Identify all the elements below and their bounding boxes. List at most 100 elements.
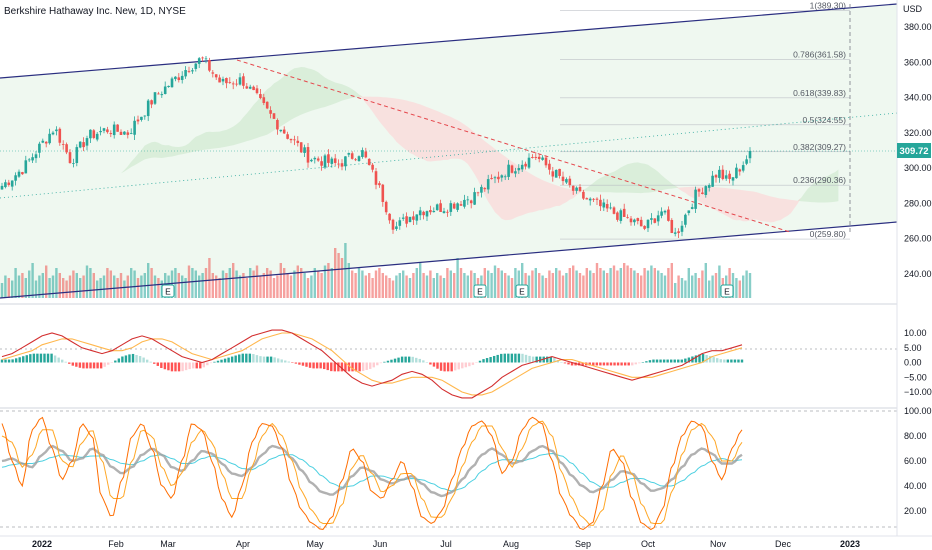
volume-bar: [136, 278, 140, 298]
volume-bar: [11, 280, 14, 298]
volume-bar: [313, 268, 316, 298]
candle-body: [170, 78, 174, 88]
macd-histogram-bar: [496, 354, 499, 363]
candle-body: [449, 203, 453, 212]
volume-bar: [555, 268, 558, 298]
volume-bar: [347, 263, 350, 298]
candle-body: [214, 74, 218, 78]
candle-body: [646, 219, 650, 229]
macd-histogram-bar: [177, 362, 181, 372]
volume-bar: [436, 273, 439, 298]
candle-body: [65, 144, 68, 153]
channel-upper-line[interactable]: [0, 3, 898, 79]
volume-bar: [300, 268, 303, 298]
time-tick-label: Dec: [775, 539, 792, 549]
volume-bar: [14, 268, 17, 298]
volume-bar: [211, 273, 214, 298]
candle-body: [116, 124, 119, 132]
volume-bar: [704, 263, 707, 298]
candlesticks[interactable]: [0, 56, 752, 238]
macd-histogram-bar: [712, 357, 715, 363]
price-axis[interactable]: USD 240.00 260.00 280.00 300.00 320.00 340.00…: [896, 0, 932, 536]
volume-bar: [17, 275, 21, 298]
macd-histogram: [0, 353, 744, 372]
volume-bar: [337, 253, 340, 298]
macd-pane[interactable]: [0, 329, 897, 399]
candle-body: [68, 152, 72, 164]
macd-histogram-bar: [623, 362, 627, 366]
macd-histogram-bar: [64, 361, 67, 363]
volume-bar: [201, 273, 204, 298]
candle-body: [629, 218, 633, 223]
macd-histogram-bar: [273, 357, 276, 363]
volume-bar: [606, 273, 609, 298]
macd-histogram-bar: [383, 361, 386, 363]
candle-body: [150, 100, 153, 105]
stochastic-pane[interactable]: [0, 410, 897, 531]
macd-tick-label: −5.00: [904, 372, 927, 382]
volume-bar: [327, 263, 330, 298]
macd-histogram-bar: [280, 359, 283, 363]
earnings-marker[interactable]: E: [473, 284, 487, 298]
candle-body: [660, 211, 663, 216]
macd-histogram-bar: [659, 359, 662, 363]
volume-bar: [619, 268, 622, 298]
candle-body: [129, 133, 133, 134]
downtrend-line[interactable]: [236, 59, 791, 233]
volume-bar: [204, 268, 208, 298]
volume-bar: [691, 275, 694, 298]
macd-histogram-bar: [351, 362, 354, 372]
volume-bar: [582, 275, 585, 298]
earnings-marker[interactable]: E: [161, 284, 175, 298]
volume-bar: [310, 275, 313, 298]
volume-bar: [170, 270, 174, 298]
volume-bar: [374, 270, 378, 298]
candle-body: [745, 159, 748, 164]
macd-histogram-bar: [588, 362, 591, 366]
candle-body: [163, 86, 167, 94]
macd-histogram-bar: [538, 356, 542, 363]
time-axis[interactable]: 2022 Feb Mar Apr May Jun Jul Aug Sep Oct Nov Dec 202…: [0, 535, 932, 549]
volume-bar: [68, 275, 72, 298]
earnings-marker[interactable]: E: [515, 284, 529, 298]
candle-body: [187, 70, 191, 72]
candle-body: [354, 159, 357, 161]
macd-histogram-bar: [269, 356, 273, 363]
volume-bar: [255, 265, 259, 298]
candle-body: [514, 171, 517, 174]
volume-bar: [728, 268, 731, 298]
macd-histogram-bar: [184, 362, 188, 371]
macd-tick-label: 10.00: [904, 328, 927, 338]
price-tick-label: 240.00: [904, 269, 932, 279]
price-pane[interactable]: 1(389.30)0.786(361.58)0.618(339.83)0.5(3…: [0, 1, 898, 299]
candle-body: [252, 86, 255, 91]
currency-label: USD: [903, 4, 923, 14]
earnings-marker[interactable]: E: [720, 284, 734, 298]
macd-histogram-bar: [209, 362, 213, 364]
macd-histogram-bar: [57, 357, 60, 363]
time-tick-label: 2022: [32, 539, 52, 549]
candle-body: [279, 129, 283, 132]
macd-histogram-bar: [68, 362, 71, 364]
volume-bar: [714, 273, 718, 298]
candle-body: [112, 124, 116, 136]
volume-bar: [684, 280, 687, 298]
macd-histogram-bar: [528, 355, 531, 363]
channel-lower-line[interactable]: [0, 221, 898, 299]
time-tick-label: Jun: [373, 539, 388, 549]
candle-body: [313, 157, 317, 160]
volume-bar: [153, 275, 157, 298]
macd-histogram-bar: [60, 359, 64, 363]
candle-body: [0, 185, 4, 190]
macd-histogram-bar: [500, 353, 503, 363]
macd-histogram-bar: [96, 362, 99, 369]
candle-body: [500, 175, 504, 178]
candle-body: [48, 133, 51, 144]
volume-bar: [340, 258, 344, 298]
macd-histogram-bar: [358, 362, 361, 372]
candle-body: [160, 94, 164, 96]
candle-body: [17, 171, 21, 177]
candle-body: [680, 225, 684, 232]
